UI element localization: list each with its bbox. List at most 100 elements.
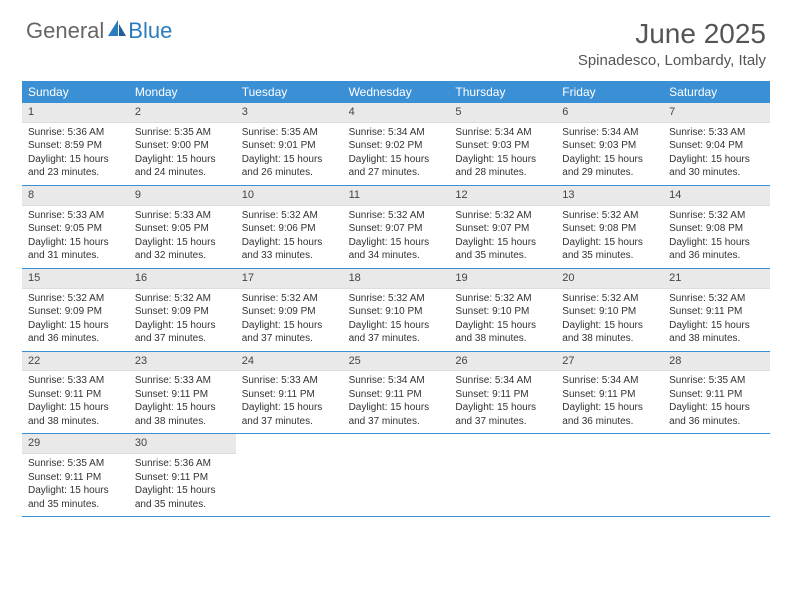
calendar-day: 23Sunrise: 5:33 AMSunset: 9:11 PMDayligh… — [129, 352, 236, 434]
day-number: 6 — [556, 103, 663, 123]
daylight-line: Daylight: 15 hours and 38 minutes. — [562, 319, 657, 346]
sunrise-line: Sunrise: 5:34 AM — [562, 126, 657, 140]
day-number: 7 — [663, 103, 770, 123]
sunset-line: Sunset: 9:11 PM — [135, 388, 230, 402]
daylight-line: Daylight: 15 hours and 35 minutes. — [562, 236, 657, 263]
sunrise-line: Sunrise: 5:32 AM — [28, 292, 123, 306]
daylight-line: Daylight: 15 hours and 37 minutes. — [349, 319, 444, 346]
page-header: General Blue June 2025 Spinadesco, Lomba… — [0, 0, 792, 75]
calendar-day: 30 Sunrise: 5:36 AMSunset: 9:11 PMDayligh… — [129, 434, 236, 516]
day-number: 11 — [343, 186, 450, 206]
sunset-line: Sunset: 9:11 PM — [562, 388, 657, 402]
calendar-day: 16Sunrise: 5:32 AMSunset: 9:09 PMDayligh… — [129, 269, 236, 351]
sunset-line: Sunset: 9:02 PM — [349, 139, 444, 153]
calendar-day: 24Sunrise: 5:33 AMSunset: 9:11 PMDayligh… — [236, 352, 343, 434]
sunset-line: Sunset: 9:03 PM — [562, 139, 657, 153]
sunset-line: Sunset: 9:11 PM — [135, 471, 230, 485]
sunrise-line: Sunrise: 5:33 AM — [242, 374, 337, 388]
day-number: 5 — [449, 103, 556, 123]
day-number: 4 — [343, 103, 450, 123]
day-details: Sunrise: 5:33 AMSunset: 9:11 PMDaylight:… — [129, 371, 236, 433]
weekday-header: Saturday — [663, 81, 770, 103]
brand-logo: General Blue — [26, 18, 172, 44]
daylight-line: Daylight: 15 hours and 38 minutes. — [28, 401, 123, 428]
calendar-day: 18Sunrise: 5:32 AMSunset: 9:10 PMDayligh… — [343, 269, 450, 351]
daylight-line: Daylight: 15 hours and 28 minutes. — [455, 153, 550, 180]
calendar-day: 21Sunrise: 5:32 AMSunset: 9:11 PMDayligh… — [663, 269, 770, 351]
sunset-line: Sunset: 9:10 PM — [455, 305, 550, 319]
sunset-line: Sunset: 9:08 PM — [669, 222, 764, 236]
sunrise-line: Sunrise: 5:33 AM — [669, 126, 764, 140]
daylight-line: Daylight: 15 hours and 26 minutes. — [242, 153, 337, 180]
sunrise-line: Sunrise: 5:36 AM — [135, 457, 230, 471]
day-number: 28 — [663, 352, 770, 372]
calendar-day-empty — [449, 434, 556, 516]
calendar-day: 22Sunrise: 5:33 AMSunset: 9:11 PMDayligh… — [22, 352, 129, 434]
day-details: Sunrise: 5:32 AMSunset: 9:10 PMDaylight:… — [556, 289, 663, 351]
day-number: 30 — [129, 434, 236, 454]
calendar-day: 7Sunrise: 5:33 AMSunset: 9:04 PMDaylight… — [663, 103, 770, 185]
daylight-line: Daylight: 15 hours and 32 minutes. — [135, 236, 230, 263]
sail-icon — [106, 18, 128, 44]
daylight-line: Daylight: 15 hours and 37 minutes. — [242, 319, 337, 346]
day-number: 10 — [236, 186, 343, 206]
sunrise-line: Sunrise: 5:32 AM — [349, 209, 444, 223]
calendar-day: 8Sunrise: 5:33 AMSunset: 9:05 PMDaylight… — [22, 186, 129, 268]
day-details: Sunrise: 5:34 AMSunset: 9:03 PMDaylight:… — [556, 123, 663, 185]
sunrise-line: Sunrise: 5:35 AM — [669, 374, 764, 388]
day-number: 25 — [343, 352, 450, 372]
day-number: 1 — [22, 103, 129, 123]
day-number: 2 — [129, 103, 236, 123]
daylight-line: Daylight: 15 hours and 37 minutes. — [455, 401, 550, 428]
sunrise-line: Sunrise: 5:34 AM — [349, 126, 444, 140]
sunrise-line: Sunrise: 5:32 AM — [562, 292, 657, 306]
sunset-line: Sunset: 9:05 PM — [28, 222, 123, 236]
calendar-day: 17Sunrise: 5:32 AMSunset: 9:09 PMDayligh… — [236, 269, 343, 351]
day-details: Sunrise: 5:32 AMSunset: 9:09 PMDaylight:… — [236, 289, 343, 351]
brand-word1: General — [26, 18, 104, 44]
sunset-line: Sunset: 9:11 PM — [669, 388, 764, 402]
calendar-day: 15Sunrise: 5:32 AMSunset: 9:09 PMDayligh… — [22, 269, 129, 351]
month-title: June 2025 — [578, 18, 766, 50]
calendar-day: 19Sunrise: 5:32 AMSunset: 9:10 PMDayligh… — [449, 269, 556, 351]
sunrise-line: Sunrise: 5:32 AM — [242, 292, 337, 306]
calendar-day: 3Sunrise: 5:35 AMSunset: 9:01 PMDaylight… — [236, 103, 343, 185]
sunset-line: Sunset: 9:09 PM — [28, 305, 123, 319]
day-details: Sunrise: 5:34 AMSunset: 9:11 PMDaylight:… — [449, 371, 556, 433]
calendar-week: 1Sunrise: 5:36 AMSunset: 8:59 PMDaylight… — [22, 103, 770, 186]
daylight-line: Daylight: 15 hours and 35 minutes. — [135, 484, 230, 511]
weekday-header: Thursday — [449, 81, 556, 103]
day-number: 9 — [129, 186, 236, 206]
sunrise-line: Sunrise: 5:32 AM — [135, 292, 230, 306]
daylight-line: Daylight: 15 hours and 30 minutes. — [669, 153, 764, 180]
day-details: Sunrise: 5:35 AMSunset: 9:11 PMDaylight:… — [663, 371, 770, 433]
sunset-line: Sunset: 9:10 PM — [562, 305, 657, 319]
sunset-line: Sunset: 9:05 PM — [135, 222, 230, 236]
day-details: Sunrise: 5:32 AMSunset: 9:08 PMDaylight:… — [663, 206, 770, 268]
brand-word2: Blue — [128, 18, 172, 44]
title-block: June 2025 Spinadesco, Lombardy, Italy — [578, 18, 766, 69]
calendar-day: 10Sunrise: 5:32 AMSunset: 9:06 PMDayligh… — [236, 186, 343, 268]
sunset-line: Sunset: 8:59 PM — [28, 139, 123, 153]
day-number: 15 — [22, 269, 129, 289]
sunset-line: Sunset: 9:11 PM — [455, 388, 550, 402]
day-number: 3 — [236, 103, 343, 123]
sunrise-line: Sunrise: 5:32 AM — [562, 209, 657, 223]
day-number: 18 — [343, 269, 450, 289]
weekday-header: Friday — [556, 81, 663, 103]
calendar-week: 8Sunrise: 5:33 AMSunset: 9:05 PMDaylight… — [22, 186, 770, 269]
daylight-line: Daylight: 15 hours and 38 minutes. — [135, 401, 230, 428]
day-details: Sunrise: 5:32 AMSunset: 9:11 PMDaylight:… — [663, 289, 770, 351]
calendar-day: 20Sunrise: 5:32 AMSunset: 9:10 PMDayligh… — [556, 269, 663, 351]
calendar-week: 22Sunrise: 5:33 AMSunset: 9:11 PMDayligh… — [22, 352, 770, 435]
sunrise-line: Sunrise: 5:34 AM — [455, 126, 550, 140]
day-details: Sunrise: 5:32 AMSunset: 9:07 PMDaylight:… — [449, 206, 556, 268]
calendar-day-empty — [663, 434, 770, 516]
calendar-day-empty — [556, 434, 663, 516]
calendar-day: 1Sunrise: 5:36 AMSunset: 8:59 PMDaylight… — [22, 103, 129, 185]
sunrise-line: Sunrise: 5:32 AM — [455, 209, 550, 223]
sunset-line: Sunset: 9:11 PM — [242, 388, 337, 402]
day-details: Sunrise: 5:32 AMSunset: 9:09 PMDaylight:… — [22, 289, 129, 351]
day-details: Sunrise: 5:34 AMSunset: 9:11 PMDaylight:… — [556, 371, 663, 433]
calendar-day: 11Sunrise: 5:32 AMSunset: 9:07 PMDayligh… — [343, 186, 450, 268]
